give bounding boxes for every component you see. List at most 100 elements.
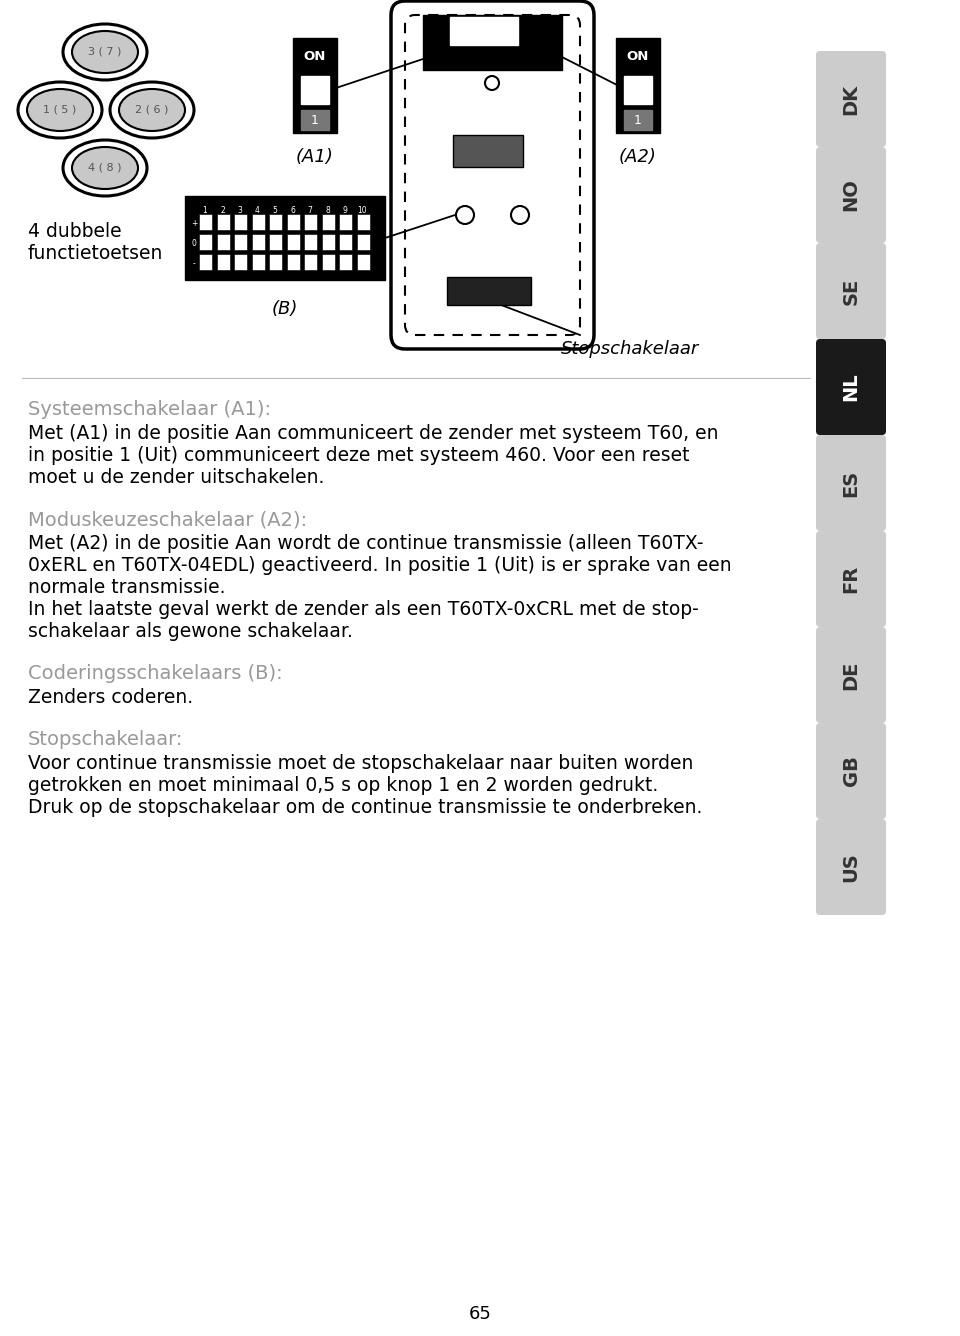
Text: Stopschakelaar:: Stopschakelaar: xyxy=(28,729,183,749)
Circle shape xyxy=(485,76,499,90)
Bar xyxy=(252,214,265,230)
Bar xyxy=(185,196,385,281)
Text: 1: 1 xyxy=(203,206,207,215)
Bar xyxy=(616,37,660,134)
Ellipse shape xyxy=(72,147,138,188)
FancyBboxPatch shape xyxy=(816,819,886,915)
Bar xyxy=(286,254,300,270)
Text: 10: 10 xyxy=(358,206,368,215)
Bar xyxy=(301,76,329,104)
Text: 3 ( 7 ): 3 ( 7 ) xyxy=(88,47,122,57)
Text: 65: 65 xyxy=(468,1305,492,1323)
Text: 2: 2 xyxy=(220,206,225,215)
Bar xyxy=(356,234,370,250)
FancyBboxPatch shape xyxy=(816,530,886,627)
Bar xyxy=(234,234,247,250)
Bar xyxy=(356,214,370,230)
FancyBboxPatch shape xyxy=(816,243,886,339)
Text: 4 dubbele: 4 dubbele xyxy=(28,222,122,240)
Text: (B): (B) xyxy=(272,301,299,318)
Bar xyxy=(423,15,562,69)
Bar xyxy=(234,214,247,230)
FancyBboxPatch shape xyxy=(816,627,886,723)
Bar xyxy=(269,234,282,250)
Bar xyxy=(269,254,282,270)
Circle shape xyxy=(456,206,474,224)
Text: 3: 3 xyxy=(237,206,243,215)
Text: 2 ( 6 ): 2 ( 6 ) xyxy=(135,106,169,115)
Text: 4: 4 xyxy=(255,206,260,215)
Text: ON: ON xyxy=(627,49,649,63)
Bar xyxy=(286,234,300,250)
Bar xyxy=(217,234,229,250)
Text: ON: ON xyxy=(303,49,326,63)
Text: ES: ES xyxy=(842,469,860,497)
Bar xyxy=(217,214,229,230)
FancyBboxPatch shape xyxy=(391,1,594,349)
Text: FR: FR xyxy=(842,565,860,593)
FancyBboxPatch shape xyxy=(816,339,886,436)
Bar xyxy=(269,214,282,230)
Text: in positie 1 (Uit) communiceert deze met systeem 460. Voor een reset: in positie 1 (Uit) communiceert deze met… xyxy=(28,446,689,465)
Bar xyxy=(234,254,247,270)
Bar xyxy=(199,254,212,270)
Ellipse shape xyxy=(72,31,138,73)
Text: 1: 1 xyxy=(634,114,642,127)
Bar xyxy=(339,214,352,230)
Text: +: + xyxy=(191,219,197,228)
Text: US: US xyxy=(842,852,860,882)
Text: 1: 1 xyxy=(311,114,319,127)
Text: DK: DK xyxy=(842,83,860,115)
Text: Zenders coderen.: Zenders coderen. xyxy=(28,688,193,707)
Text: (A1): (A1) xyxy=(296,148,334,166)
Bar xyxy=(624,76,652,104)
Text: normale transmissie.: normale transmissie. xyxy=(28,578,226,597)
Text: (A2): (A2) xyxy=(619,148,657,166)
Bar xyxy=(252,234,265,250)
Text: SE: SE xyxy=(842,278,860,305)
FancyBboxPatch shape xyxy=(816,147,886,243)
Bar xyxy=(447,277,531,305)
Text: 1 ( 5 ): 1 ( 5 ) xyxy=(43,106,77,115)
Bar xyxy=(339,234,352,250)
FancyBboxPatch shape xyxy=(816,436,886,530)
Text: 4 ( 8 ): 4 ( 8 ) xyxy=(88,163,122,172)
Text: Coderingsschakelaars (B):: Coderingsschakelaars (B): xyxy=(28,664,282,683)
Bar xyxy=(356,254,370,270)
Bar xyxy=(322,214,334,230)
Text: Systeemschakelaar (A1):: Systeemschakelaar (A1): xyxy=(28,399,271,420)
FancyBboxPatch shape xyxy=(816,51,886,147)
Circle shape xyxy=(511,206,529,224)
Bar xyxy=(453,135,523,167)
Bar xyxy=(252,254,265,270)
FancyBboxPatch shape xyxy=(816,723,886,819)
Text: schakelaar als gewone schakelaar.: schakelaar als gewone schakelaar. xyxy=(28,623,353,641)
Bar xyxy=(339,254,352,270)
Bar xyxy=(286,214,300,230)
Bar xyxy=(304,254,317,270)
Text: 5: 5 xyxy=(273,206,277,215)
Bar xyxy=(322,234,334,250)
Text: functietoetsen: functietoetsen xyxy=(28,244,163,263)
Bar xyxy=(301,110,329,130)
Bar xyxy=(624,110,652,130)
Text: -: - xyxy=(193,259,196,269)
Bar xyxy=(199,234,212,250)
Bar xyxy=(322,254,334,270)
Text: DE: DE xyxy=(842,660,860,689)
Text: getrokken en moet minimaal 0,5 s op knop 1 en 2 worden gedrukt.: getrokken en moet minimaal 0,5 s op knop… xyxy=(28,776,659,795)
Bar xyxy=(293,37,337,134)
Text: 0xERL en T60TX-04EDL) geactiveerd. In positie 1 (Uit) is er sprake van een: 0xERL en T60TX-04EDL) geactiveerd. In po… xyxy=(28,556,732,574)
Bar xyxy=(304,234,317,250)
Text: Stopschakelaar: Stopschakelaar xyxy=(561,339,699,358)
Text: Druk op de stopschakelaar om de continue transmissie te onderbreken.: Druk op de stopschakelaar om de continue… xyxy=(28,798,703,818)
Text: Met (A2) in de positie Aan wordt de continue transmissie (alleen T60TX-: Met (A2) in de positie Aan wordt de cont… xyxy=(28,534,704,553)
Bar xyxy=(304,214,317,230)
Text: Met (A1) in de positie Aan communiceert de zender met systeem T60, en: Met (A1) in de positie Aan communiceert … xyxy=(28,424,718,444)
Bar xyxy=(217,254,229,270)
Text: In het laatste geval werkt de zender als een T60TX-0xCRL met de stop-: In het laatste geval werkt de zender als… xyxy=(28,600,699,619)
Text: 6: 6 xyxy=(290,206,295,215)
Bar xyxy=(450,17,518,45)
Text: 7: 7 xyxy=(307,206,312,215)
Bar xyxy=(199,214,212,230)
